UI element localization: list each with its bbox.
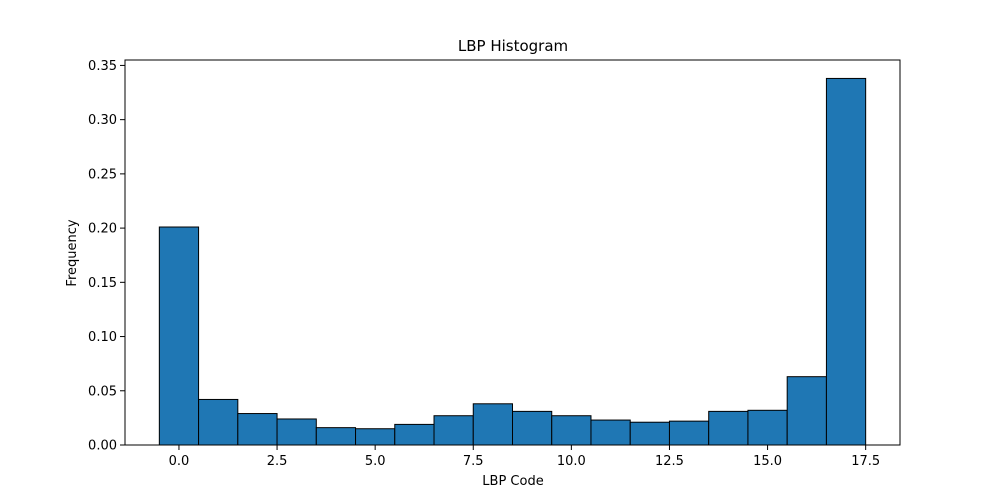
histogram-bar-14 [708,410,749,446]
histogram-bar-0 [158,226,200,446]
bars-group [158,77,867,446]
histogram-bar-1 [198,398,239,446]
y-tick-label: 0.05 [88,384,117,399]
histogram-bar-4 [315,427,357,446]
x-axis-label: LBP Code [482,474,543,489]
x-tick-label: 5.0 [365,454,386,469]
x-tick-label: 7.5 [463,454,484,469]
x-tick-label: 12.5 [655,454,684,469]
histogram-bar-2 [237,413,278,446]
plot-frame [124,59,901,446]
x-tick-label: 10.0 [557,454,586,469]
histogram-bar-16 [786,376,827,446]
y-axis: 0.00 0.05 0.10 0.15 0.20 0.25 0.30 0.35 [88,59,125,454]
histogram-bar-12 [629,421,670,446]
y-tick-label: 0.30 [88,113,117,128]
x-axis: 0.0 2.5 5.0 7.5 10.0 12.5 15.0 17.5 [169,445,880,469]
histogram-bar-7 [433,415,474,446]
histogram-bar-8 [472,403,513,446]
x-tick-label: 17.5 [851,454,880,469]
y-tick-label: 0.15 [88,276,117,291]
x-tick-label: 15.0 [753,454,782,469]
y-tick-label: 0.20 [88,222,117,237]
histogram-bar-11 [590,419,631,446]
y-tick-label: 0.00 [88,439,117,454]
chart-title: LBP Histogram [458,37,568,55]
x-tick-label: 2.5 [267,454,288,469]
histogram-bar-3 [276,418,317,446]
y-tick-label: 0.10 [88,330,117,345]
x-tick-label: 0.0 [169,454,190,469]
y-tick-label: 0.35 [88,59,117,74]
histogram-bar-15 [747,409,788,446]
histogram-bar-5 [355,428,396,446]
histogram-bar-13 [668,420,710,446]
y-axis-label: Frequency [65,219,80,286]
histogram-bar-9 [512,410,553,446]
histogram-bar-6 [394,423,435,446]
histogram-bar-17 [825,77,867,446]
y-tick-label: 0.25 [88,167,117,182]
histogram-bar-10 [551,415,592,446]
